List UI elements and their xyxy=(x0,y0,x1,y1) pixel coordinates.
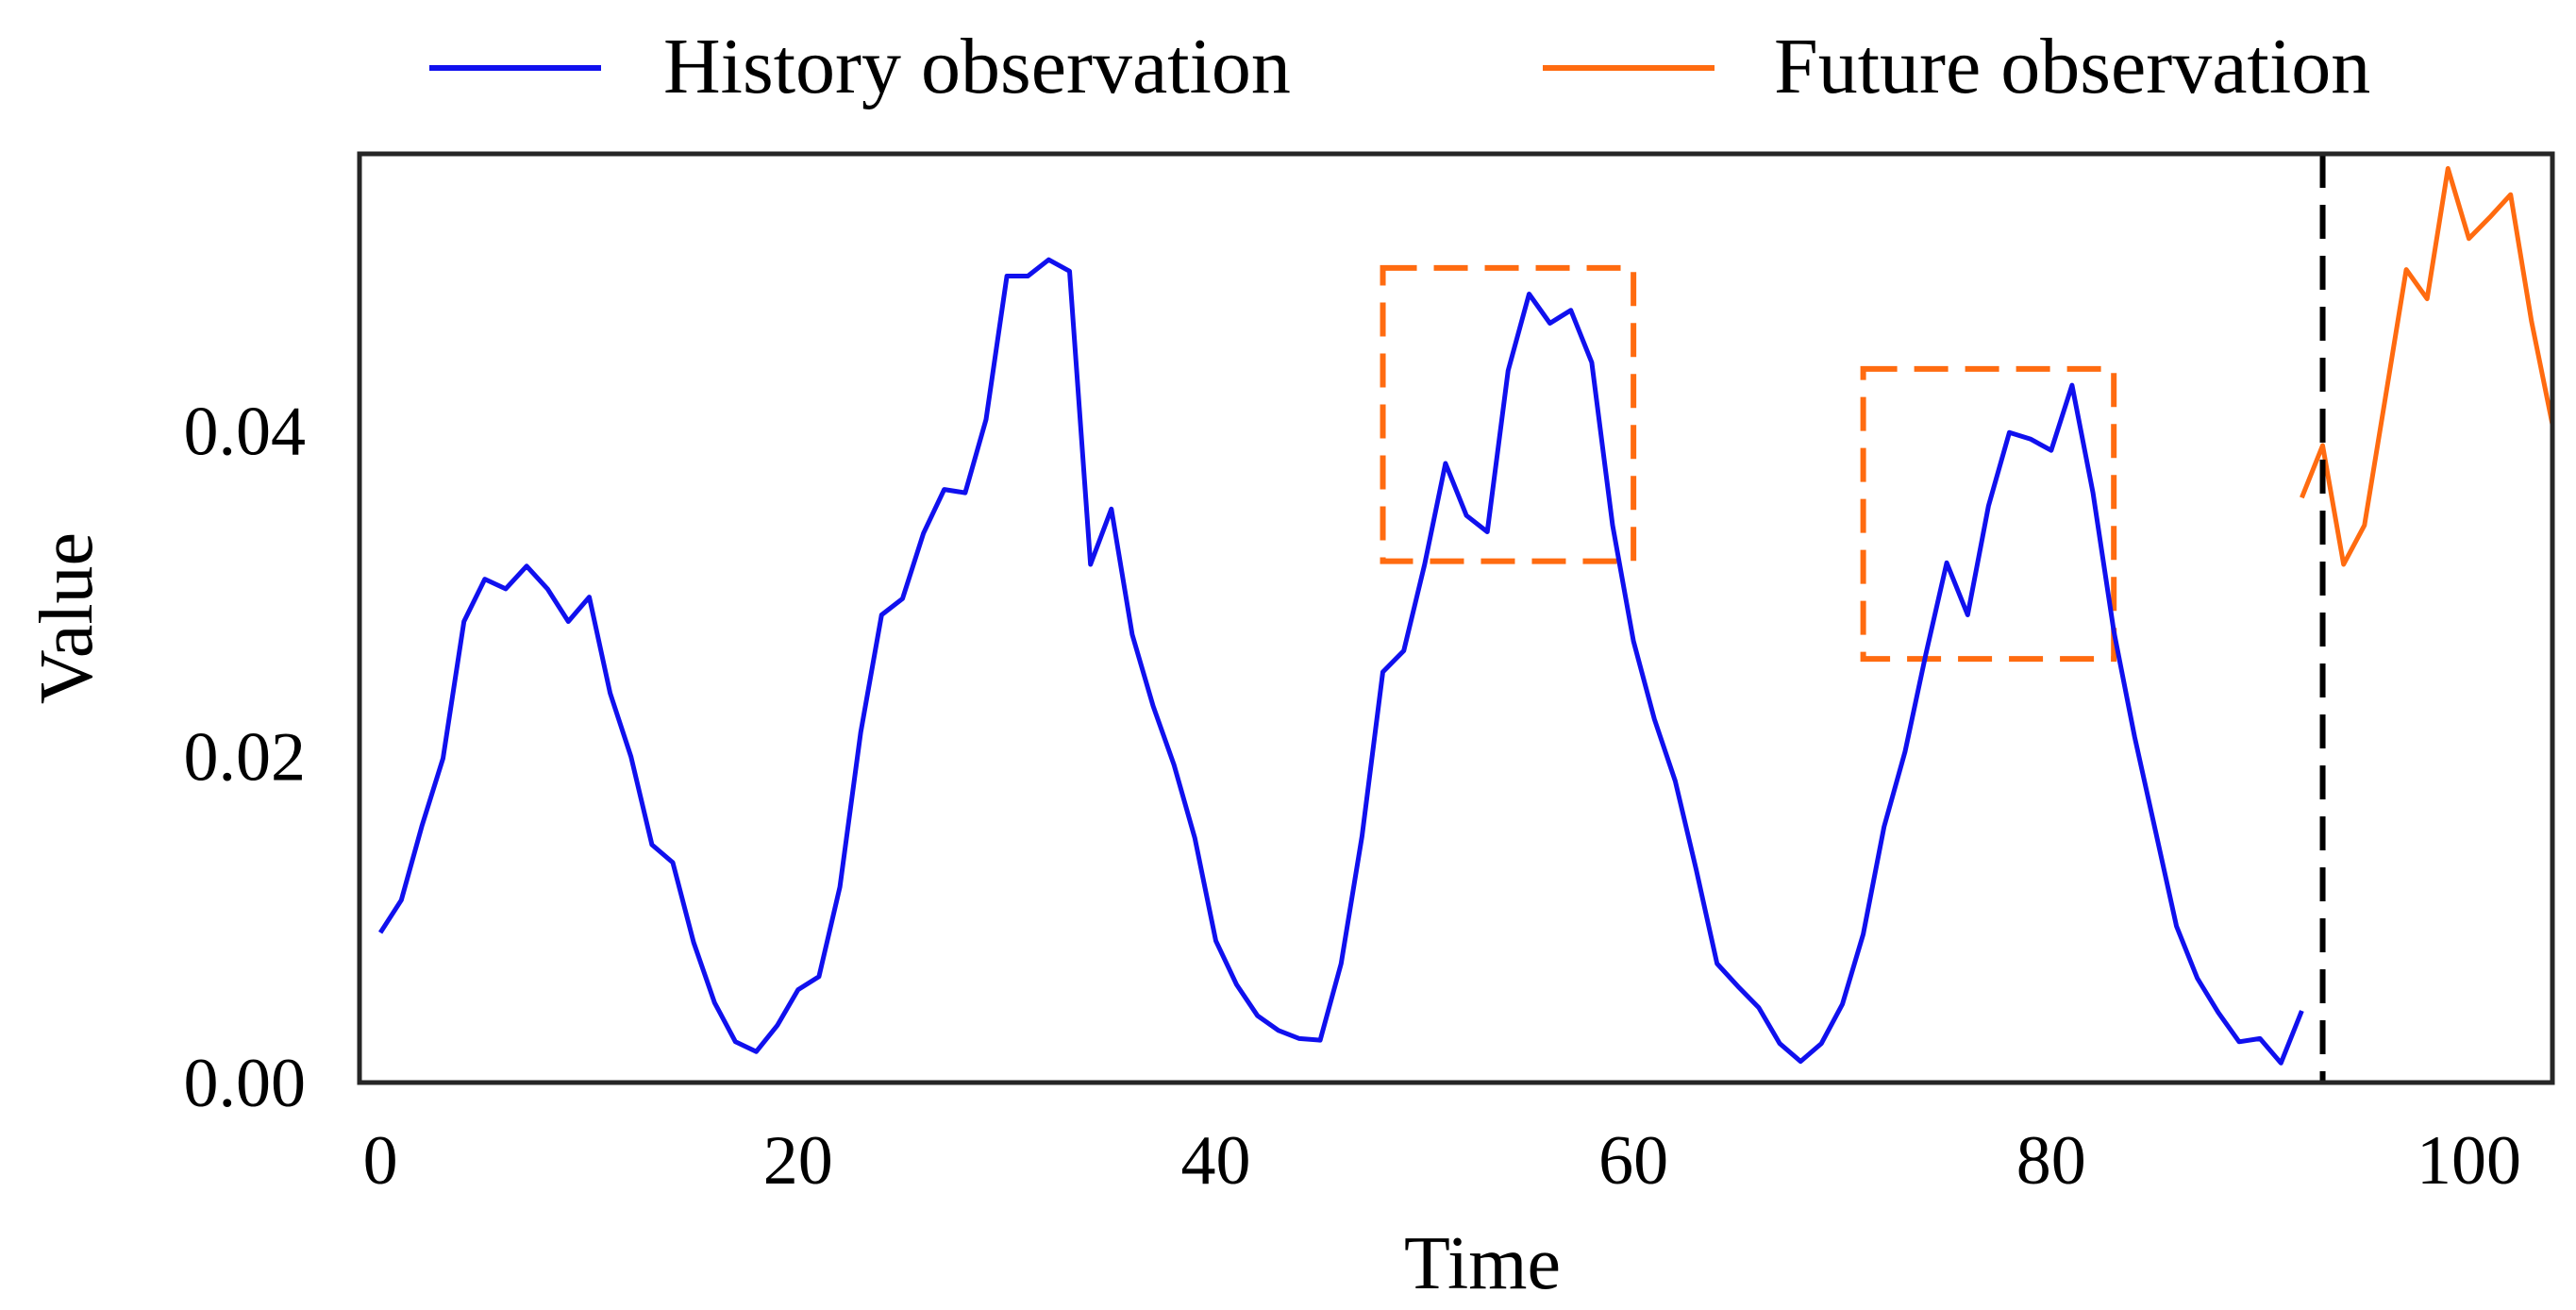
series-line-history xyxy=(377,257,2304,1066)
x-tick-label: 80 xyxy=(2016,1122,2086,1200)
x-tick-label: 20 xyxy=(763,1122,833,1200)
plot-area: 0 20 40 60 80 100 0.00 0.02 0.04 xyxy=(184,151,2555,1200)
x-axis-ticks: 0 20 40 60 80 100 xyxy=(363,1122,2521,1200)
legend: History observation Future observation xyxy=(429,23,2370,110)
y-tick-label: 0.04 xyxy=(184,393,307,470)
legend-label-future: Future observation xyxy=(1774,23,2370,110)
x-axis-title: Time xyxy=(1404,1222,1561,1305)
series-line-future xyxy=(2300,166,2555,567)
x-tick-label: 60 xyxy=(1598,1122,1668,1200)
highlight-box-2 xyxy=(1860,365,2117,663)
series-lines xyxy=(377,166,2555,1066)
x-tick-label: 40 xyxy=(1180,1122,1250,1200)
highlight-boxes xyxy=(1380,264,2117,663)
plot-frame xyxy=(357,151,2555,1085)
highlight-box-1 xyxy=(1380,264,1637,564)
legend-label-history: History observation xyxy=(663,23,1291,110)
y-axis-ticks: 0.00 0.02 0.04 xyxy=(184,393,307,1122)
y-tick-label: 0.02 xyxy=(184,719,307,797)
y-axis-title: Value xyxy=(25,532,109,704)
x-tick-label: 100 xyxy=(2417,1122,2521,1200)
x-tick-label: 0 xyxy=(363,1122,398,1200)
y-tick-label: 0.00 xyxy=(184,1045,307,1122)
